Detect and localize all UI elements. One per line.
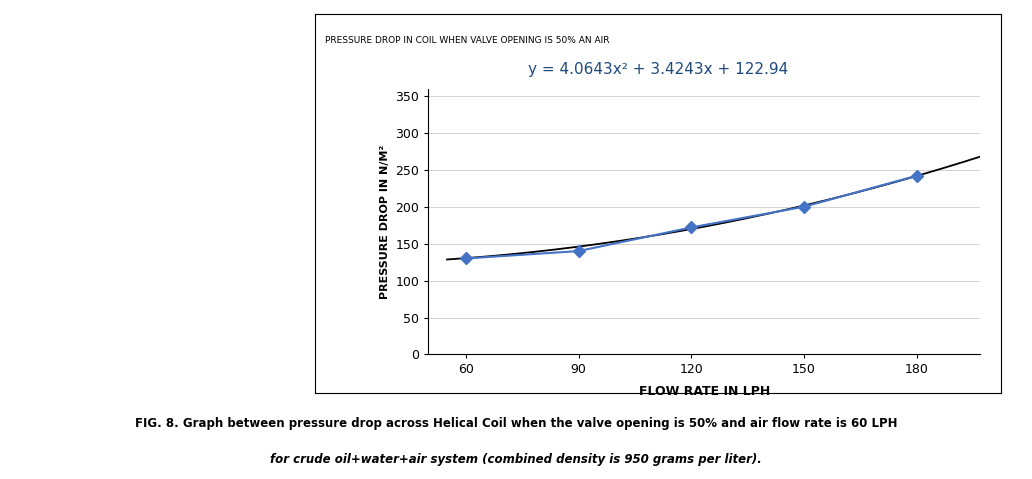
Text: FIG. 8. Graph between pressure drop across Helical Coil when the valve opening i: FIG. 8. Graph between pressure drop acro… bbox=[135, 417, 897, 431]
Y-axis label: PRESSURE DROP IN N/M²: PRESSURE DROP IN N/M² bbox=[380, 144, 390, 299]
Text: for crude oil+water+air system (combined density is 950 grams per liter).: for crude oil+water+air system (combined… bbox=[270, 453, 762, 467]
X-axis label: FLOW RATE IN LPH: FLOW RATE IN LPH bbox=[639, 385, 770, 398]
Text: PRESSURE DROP IN COIL WHEN VALVE OPENING IS 50% AN AIR: PRESSURE DROP IN COIL WHEN VALVE OPENING… bbox=[325, 36, 610, 45]
Text: y = 4.0643x² + 3.4243x + 122.94: y = 4.0643x² + 3.4243x + 122.94 bbox=[527, 62, 788, 77]
